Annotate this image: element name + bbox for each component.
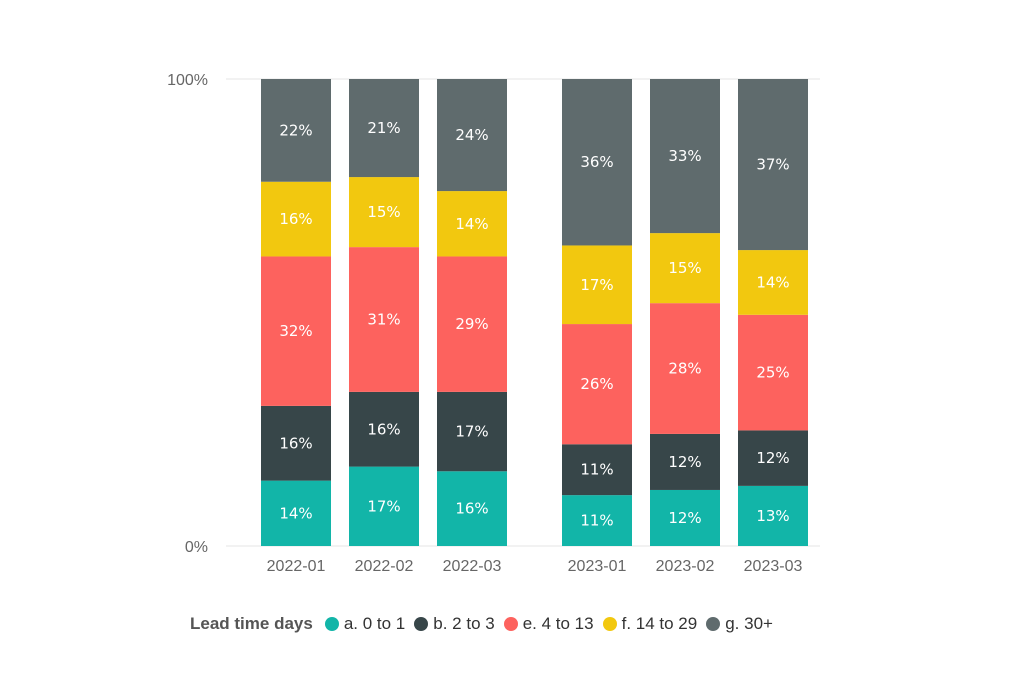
bar-segment [650, 79, 720, 234]
bar-segment [261, 79, 331, 182]
legend-label: f. 14 to 29 [621, 614, 698, 633]
legend-swatch [324, 617, 339, 631]
bar-segment [261, 256, 331, 406]
bar-segment [650, 303, 720, 434]
bar-segment [738, 485, 808, 546]
legend-swatch [706, 617, 721, 631]
data-label: 11% [580, 512, 613, 530]
y-axis: 0% 100% [167, 72, 208, 556]
x-tick-label: 2022-03 [443, 558, 502, 575]
legend-swatch [414, 617, 429, 631]
data-label: 17% [367, 497, 400, 515]
legend-item: g. 30+ [706, 614, 773, 634]
bar-stack-2022-01: 14% 16% 32% 16% 22% [261, 79, 331, 546]
bar-segment [738, 430, 808, 486]
bar-segment [349, 79, 419, 178]
bar-stack-2023-02: 12% 12% 28% 15% 33% [650, 79, 720, 546]
bar-segment [562, 495, 632, 546]
data-label: 24% [455, 126, 488, 144]
x-tick-label: 2022-01 [267, 558, 326, 575]
data-label: 26% [580, 375, 613, 393]
bar-segment [349, 247, 419, 392]
bar-segment [437, 191, 507, 257]
bar-stack-2022-02: 17% 16% 31% 15% 21% [349, 79, 419, 546]
data-label: 12% [756, 449, 789, 467]
data-label: 16% [279, 434, 312, 452]
data-label: 14% [455, 215, 488, 233]
x-tick-label: 2023-03 [744, 558, 803, 575]
bar-stack-2023-03: 13% 12% 25% 14% 37% [738, 79, 808, 546]
data-label: 16% [455, 500, 488, 518]
bar-segment [349, 177, 419, 248]
bar-segment [562, 444, 632, 496]
bar-segment [349, 391, 419, 467]
bar-segment [562, 245, 632, 325]
data-label: 15% [367, 203, 400, 221]
legend-label: e. 4 to 13 [522, 614, 594, 633]
y-tick-label: 0% [185, 539, 208, 556]
x-axis: 2022-01 2022-02 2022-03 2023-01 2023-02 2023-… [267, 558, 803, 575]
bar-segment [437, 471, 507, 546]
bar-stack-2022-03: 16% 17% 29% 14% 24% [437, 79, 507, 546]
y-tick-label: 100% [167, 72, 208, 89]
bar-segment [738, 250, 808, 315]
legend-item: a. 0 to 1 [324, 614, 406, 634]
data-label: 37% [756, 156, 789, 174]
data-label: 16% [367, 420, 400, 438]
data-label: 12% [668, 509, 701, 527]
legend-item: f. 14 to 29 [602, 614, 698, 634]
data-label: 16% [279, 210, 312, 228]
data-label: 31% [367, 311, 400, 329]
data-label: 12% [668, 453, 701, 471]
data-label: 22% [279, 121, 312, 139]
x-tick-label: 2022-02 [355, 558, 414, 575]
data-label: 33% [668, 147, 701, 165]
data-label: 21% [367, 119, 400, 137]
bar-segment [562, 324, 632, 445]
legend: Lead time days a. 0 to 1 b. 2 to 3 e. 4 to… [190, 612, 782, 636]
legend-swatch [503, 617, 518, 631]
bar-segment [738, 79, 808, 251]
data-label: 25% [756, 364, 789, 382]
data-label: 36% [580, 153, 613, 171]
legend-item: b. 2 to 3 [414, 614, 495, 634]
data-label: 14% [279, 504, 312, 522]
data-label: 29% [455, 315, 488, 333]
bar-segment [349, 466, 419, 546]
bar-segment [437, 256, 507, 392]
data-label: 11% [580, 461, 613, 479]
legend-items: a. 0 to 1 b. 2 to 3 e. 4 to 13 f. 14 to 29 g… [324, 614, 782, 634]
bar-segment [437, 391, 507, 472]
data-label: 17% [455, 423, 488, 441]
legend-title: Lead time days [190, 614, 313, 633]
legend-label: b. 2 to 3 [433, 614, 495, 633]
bar-segment [650, 433, 720, 490]
legend-label: a. 0 to 1 [343, 614, 406, 633]
legend-item: e. 4 to 13 [503, 614, 594, 634]
bar-segment [261, 405, 331, 481]
data-label: 28% [668, 360, 701, 378]
bars: 14%16%32%16%22%17%16%31%15%21%16%17%29%1… [261, 79, 808, 546]
legend-swatch [602, 617, 617, 631]
bar-segment [261, 181, 331, 257]
legend-label: g. 30+ [725, 614, 773, 633]
bar-segment [261, 480, 331, 546]
bar-stack-2023-01: 11% 11% 26% 17% 36% [562, 79, 632, 546]
bar-segment [650, 233, 720, 304]
bar-segment [650, 489, 720, 546]
data-label: 32% [279, 322, 312, 340]
stacked-bar-chart: 0% 100% 14% 16% 32% 16% 22% 17% 16% 31% 15% 21% 16%… [167, 72, 820, 575]
data-label: 14% [756, 273, 789, 291]
bar-segment [562, 79, 632, 246]
bar-segment [738, 314, 808, 431]
data-label: 13% [756, 507, 789, 525]
data-label: 17% [580, 276, 613, 294]
x-tick-label: 2023-01 [568, 558, 627, 575]
x-tick-label: 2023-02 [656, 558, 715, 575]
data-label: 15% [668, 259, 701, 277]
bar-segment [437, 79, 507, 192]
